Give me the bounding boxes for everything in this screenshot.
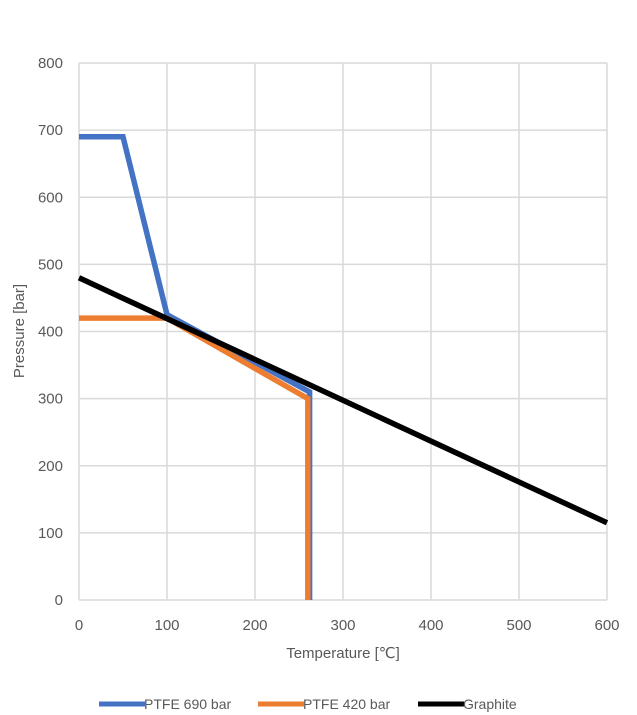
y-tick-label: 700 <box>38 122 63 139</box>
x-tick-label: 600 <box>594 617 619 634</box>
x-tick-label: 300 <box>330 617 355 634</box>
y-tick-label: 0 <box>55 592 63 609</box>
y-axis-label: Pressure [bar] <box>11 284 28 378</box>
y-tick-label: 200 <box>38 458 63 475</box>
series-line-ptfe-420-bar <box>79 318 308 600</box>
x-tick-label: 0 <box>75 617 83 634</box>
y-tick-label: 300 <box>38 391 63 408</box>
x-tick-label: 400 <box>418 617 443 634</box>
x-axis-ticks: 0 100 200 300 400 500 600 <box>75 617 620 634</box>
x-tick-label: 100 <box>154 617 179 634</box>
y-tick-label: 600 <box>38 189 63 206</box>
y-tick-label: 100 <box>38 525 63 542</box>
y-tick-label: 400 <box>38 324 63 341</box>
legend: PTFE 690 bar PTFE 420 bar Graphite <box>99 696 517 712</box>
legend-label-graphite: Graphite <box>463 696 517 712</box>
legend-label-ptfe-420-bar: PTFE 420 bar <box>303 696 390 712</box>
y-tick-label: 800 <box>38 55 63 72</box>
x-tick-label: 500 <box>506 617 531 634</box>
y-tick-label: 500 <box>38 256 63 273</box>
grid <box>79 63 607 600</box>
y-axis-ticks: 0 100 200 300 400 500 600 700 800 <box>38 55 63 609</box>
x-tick-label: 200 <box>242 617 267 634</box>
legend-label-ptfe-690-bar: PTFE 690 bar <box>144 696 231 712</box>
x-axis-label: Temperature [℃] <box>286 645 400 662</box>
